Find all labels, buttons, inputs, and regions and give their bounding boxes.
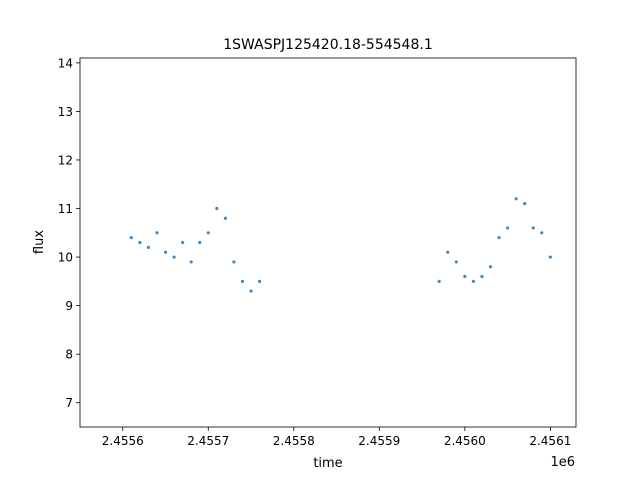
- data-point: [471, 279, 475, 283]
- x-axis: 2.4556 2.4557 2.4558 2.4559 2.4560 2.4561: [102, 427, 571, 448]
- y-tick-label: 10: [58, 251, 73, 265]
- y-tick-label: 11: [58, 202, 73, 216]
- x-tick-label: 2.4556: [102, 434, 144, 448]
- data-point: [163, 250, 168, 254]
- data-point: [198, 240, 202, 245]
- data-point: [232, 260, 236, 264]
- x-tick-label: 2.4557: [187, 434, 229, 448]
- data-point: [257, 279, 262, 283]
- data-point: [155, 231, 159, 235]
- x-axis-offset-label: 1e6: [550, 455, 575, 470]
- data-point: [215, 206, 219, 211]
- data-point: [223, 216, 227, 220]
- data-point: [146, 245, 151, 249]
- data-point: [488, 265, 493, 269]
- y-tick-label: 8: [65, 348, 73, 362]
- y-tick-label: 7: [65, 396, 73, 410]
- data-point: [446, 250, 450, 254]
- data-point: [463, 274, 467, 279]
- x-tick-label: 2.4559: [358, 434, 400, 448]
- data-point: [249, 289, 253, 293]
- data-point: [129, 236, 133, 240]
- y-axis: 7 8 9 10 11 12 13 14: [58, 56, 80, 410]
- x-tick-label: 2.4560: [444, 434, 486, 448]
- data-point: [548, 255, 552, 259]
- y-tick-label: 9: [65, 299, 73, 313]
- data-point: [497, 236, 501, 240]
- data-point: [189, 260, 193, 264]
- data-point: [540, 231, 544, 235]
- y-axis-label: flux: [32, 230, 47, 254]
- data-point: [181, 240, 185, 245]
- data-point: [454, 260, 458, 264]
- data-point: [523, 202, 527, 206]
- y-tick-label: 13: [58, 105, 73, 119]
- x-tick-label: 2.4561: [529, 434, 571, 448]
- plot-frame: [79, 57, 577, 428]
- data-point: [514, 197, 518, 201]
- data-point: [437, 279, 441, 283]
- data-point: [172, 255, 176, 259]
- x-tick-label: 2.4558: [273, 434, 315, 448]
- y-tick-label: 14: [58, 56, 73, 70]
- chart-title: 1SWASPJ125420.18-554548.1: [223, 37, 432, 53]
- data-point: [531, 226, 535, 230]
- data-point: [240, 279, 245, 283]
- data-point: [138, 240, 142, 245]
- data-points: [129, 197, 552, 293]
- data-point: [480, 274, 484, 279]
- data-point: [505, 226, 510, 230]
- y-tick-label: 12: [58, 153, 73, 167]
- data-point: [206, 231, 210, 235]
- x-axis-label: time: [313, 456, 342, 471]
